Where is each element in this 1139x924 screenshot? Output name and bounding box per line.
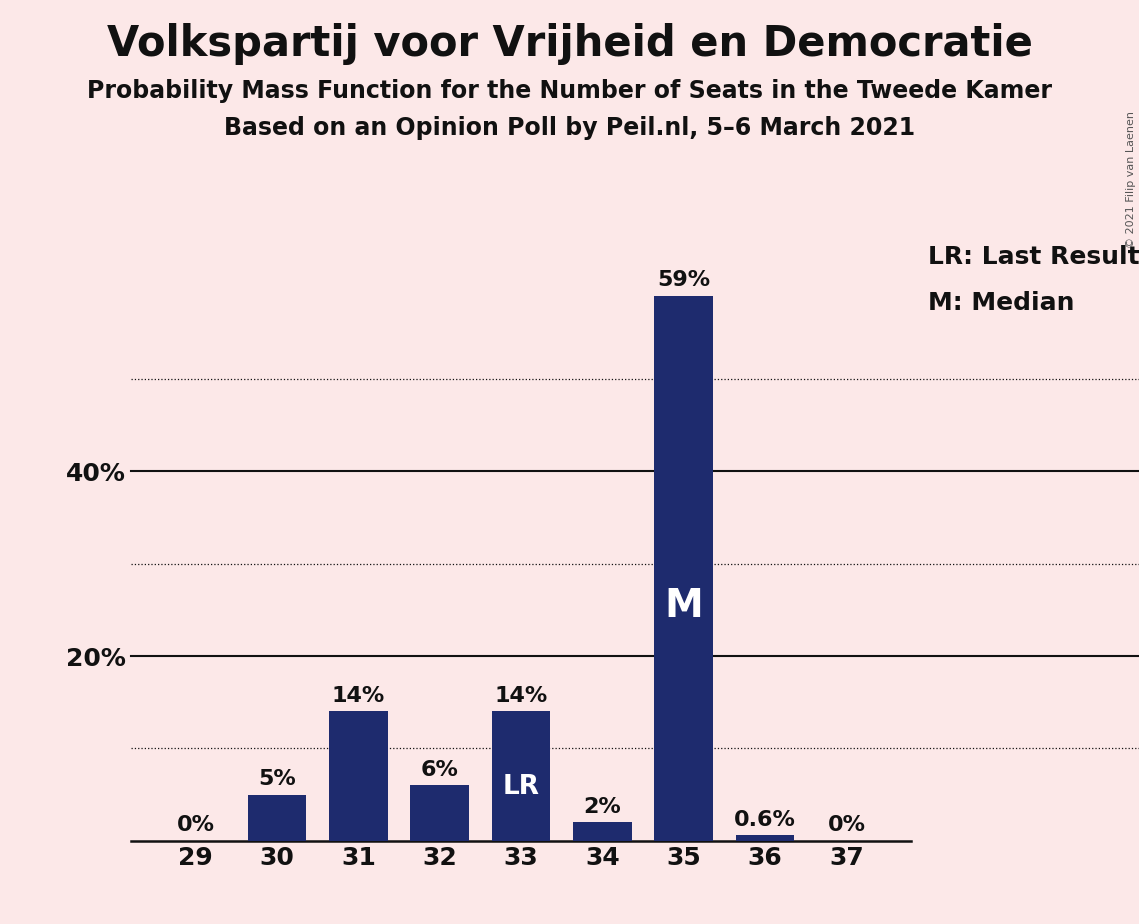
Text: 0%: 0% xyxy=(827,815,866,835)
Text: Volkspartij voor Vrijheid en Democratie: Volkspartij voor Vrijheid en Democratie xyxy=(107,23,1032,65)
Text: M: Median: M: Median xyxy=(928,291,1075,315)
Bar xyxy=(736,835,794,841)
Text: LR: Last Result: LR: Last Result xyxy=(928,245,1139,269)
Text: 5%: 5% xyxy=(259,769,296,789)
Bar xyxy=(492,711,550,841)
Text: 0%: 0% xyxy=(177,815,215,835)
Bar xyxy=(655,296,713,841)
Text: M: M xyxy=(664,588,703,626)
Bar xyxy=(248,795,306,841)
Text: 59%: 59% xyxy=(657,270,711,290)
Text: LR: LR xyxy=(502,773,540,799)
Text: 14%: 14% xyxy=(494,686,548,706)
Text: 0.6%: 0.6% xyxy=(735,809,796,830)
Text: Based on an Opinion Poll by Peil.nl, 5–6 March 2021: Based on an Opinion Poll by Peil.nl, 5–6… xyxy=(224,116,915,140)
Bar xyxy=(573,822,632,841)
Bar xyxy=(410,785,469,841)
Bar xyxy=(329,711,387,841)
Text: 6%: 6% xyxy=(420,760,459,780)
Text: © 2021 Filip van Laenen: © 2021 Filip van Laenen xyxy=(1126,111,1136,248)
Text: Probability Mass Function for the Number of Seats in the Tweede Kamer: Probability Mass Function for the Number… xyxy=(87,79,1052,103)
Text: 2%: 2% xyxy=(583,796,621,817)
Text: 14%: 14% xyxy=(331,686,385,706)
